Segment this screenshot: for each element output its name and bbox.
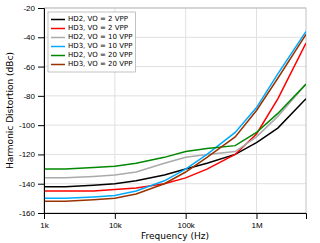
tick-mark bbox=[256, 213, 257, 219]
tick-label: -60 bbox=[23, 63, 35, 72]
series-group bbox=[44, 31, 306, 201]
tick-mark bbox=[115, 213, 116, 219]
tick-mark bbox=[38, 154, 44, 155]
grid-line bbox=[44, 125, 306, 126]
legend-label: HD2, VO = 10 VPP bbox=[68, 33, 132, 41]
tick-label: -20 bbox=[23, 4, 35, 13]
series-line bbox=[44, 84, 306, 169]
y-tick: -100 bbox=[19, 121, 44, 130]
legend-label: HD2, VO = 2 VPP bbox=[68, 15, 128, 23]
x-tick: 1M bbox=[251, 213, 262, 230]
legend-swatch bbox=[51, 46, 65, 48]
series-line bbox=[44, 99, 306, 187]
tick-label: 1k bbox=[40, 221, 49, 230]
grid-line bbox=[185, 8, 186, 213]
tick-label: 100k bbox=[177, 221, 195, 230]
legend-label: HD3, VO = 2 VPP bbox=[68, 24, 128, 32]
tick-label: 10k bbox=[109, 221, 123, 230]
legend-swatch bbox=[51, 37, 65, 39]
x-tick: 100k bbox=[177, 213, 195, 230]
tick-mark bbox=[38, 184, 44, 185]
y-tick: -140 bbox=[19, 180, 44, 189]
series-line bbox=[44, 34, 306, 201]
axis-line bbox=[45, 214, 307, 220]
legend-swatch bbox=[51, 55, 65, 57]
tick-mark bbox=[38, 125, 44, 126]
series-line bbox=[44, 31, 306, 198]
y-tick: -160 bbox=[19, 209, 44, 218]
tick-mark bbox=[186, 213, 187, 219]
legend-swatch bbox=[51, 28, 65, 30]
tick-label: -120 bbox=[19, 150, 36, 159]
legend-label: HD3, VO = 20 VPP bbox=[68, 60, 132, 68]
plot: 1k 10k 100k 1M -160 -140 -120 -100 -80 -60 -40 -20 H… bbox=[19, 4, 307, 230]
axis-line bbox=[38, 9, 45, 214]
plot-frame bbox=[44, 8, 306, 213]
legend-frame bbox=[48, 12, 135, 72]
legend-swatch bbox=[51, 64, 65, 66]
y-axis: -160 -140 -120 -100 -80 -60 -40 -20 bbox=[19, 4, 45, 218]
x-axis-title: Frequency (Hz) bbox=[141, 231, 209, 241]
y-tick: -80 bbox=[23, 92, 44, 101]
y-axis-title: Harmonic Distortion (dBc) bbox=[5, 52, 15, 169]
x-axis: 1k 10k 100k 1M bbox=[40, 213, 306, 230]
legend-swatch bbox=[51, 19, 65, 21]
x-tick: 10k bbox=[109, 213, 123, 230]
series-line bbox=[44, 84, 306, 178]
tick-mark bbox=[38, 8, 44, 9]
tick-mark bbox=[38, 37, 44, 38]
y-tick: -40 bbox=[23, 33, 44, 42]
legend-label: HD2, VO = 20 VPP bbox=[68, 51, 132, 59]
chart: 1k 10k 100k 1M -160 -140 -120 -100 -80 -60 -40 -20 H… bbox=[0, 0, 320, 243]
tick-mark bbox=[38, 67, 44, 68]
tick-label: -100 bbox=[19, 121, 36, 130]
tick-label: -80 bbox=[23, 92, 35, 101]
legend: HD2, VO = 2 VPPHD3, VO = 2 VPPHD2, VO = … bbox=[48, 12, 135, 72]
tick-label: 1M bbox=[251, 221, 262, 230]
tick-label: -40 bbox=[23, 33, 35, 42]
grid bbox=[44, 8, 306, 213]
series-line bbox=[44, 43, 306, 191]
tick-label: -160 bbox=[19, 209, 36, 218]
y-tick: -120 bbox=[19, 150, 44, 159]
grid-line bbox=[44, 183, 306, 184]
y-tick: -20 bbox=[23, 4, 44, 13]
y-tick: -60 bbox=[23, 63, 44, 72]
x-tick: 1k bbox=[40, 213, 49, 230]
tick-label: -140 bbox=[19, 180, 36, 189]
legend-label: HD3, VO = 10 VPP bbox=[68, 42, 132, 50]
tick-mark bbox=[38, 96, 44, 97]
tick-mark bbox=[38, 213, 44, 214]
